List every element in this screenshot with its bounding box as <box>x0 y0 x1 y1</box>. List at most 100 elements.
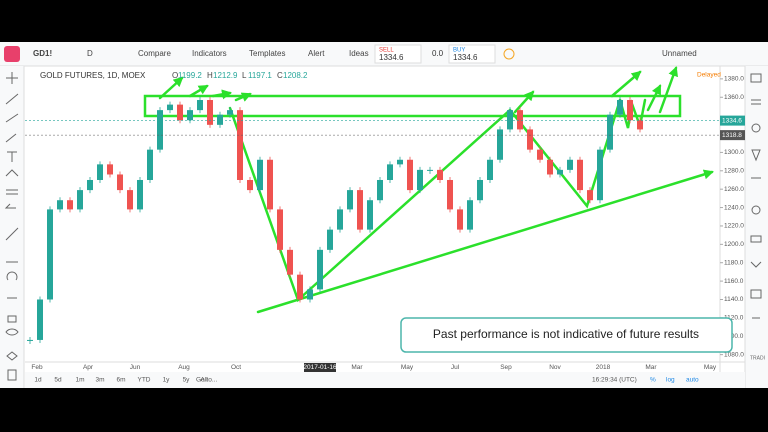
x-tick-label: 2018 <box>596 364 611 371</box>
ohlc-key: O <box>172 71 178 80</box>
scale-option[interactable]: % <box>650 377 656 384</box>
sell-box[interactable] <box>374 44 422 64</box>
candle <box>137 179 143 210</box>
candle <box>487 159 493 180</box>
candle <box>377 179 383 201</box>
notice-text: Past performance is not indicative of fu… <box>433 327 699 341</box>
y-tick-label: 1080.0 <box>724 351 744 358</box>
candle <box>497 129 503 160</box>
range-button[interactable]: 6m <box>116 377 125 384</box>
y-tick-label: 1300.0 <box>724 149 744 156</box>
y-tick-label: 1200.0 <box>724 241 744 248</box>
candle <box>67 200 73 210</box>
candle <box>457 209 463 230</box>
y-tick-label: 1360.0 <box>724 94 744 101</box>
widget-icons[interactable] <box>750 73 762 319</box>
ohlc-key: L <box>242 71 247 80</box>
candle <box>87 179 93 191</box>
ideas-button[interactable]: Ideas <box>349 49 369 58</box>
candle <box>127 190 133 210</box>
x-tick-label: Nov <box>549 364 561 371</box>
notice-box <box>400 317 733 353</box>
delayed-badge: Delayed <box>697 72 721 79</box>
x-tick-label: Jul <box>451 364 460 371</box>
x-tick-label: 2017-01-16 <box>303 364 337 371</box>
candle <box>477 179 483 201</box>
compare-button[interactable]: Compare <box>138 49 171 58</box>
candle <box>567 159 573 170</box>
scale-option[interactable]: log <box>666 377 675 384</box>
sell-price: 1334.6 <box>379 53 404 62</box>
range-button[interactable]: 3m <box>95 377 104 384</box>
indicators-button[interactable]: Indicators <box>192 49 227 58</box>
drawing-tools[interactable] <box>4 72 19 381</box>
ohlc-value: 1197.1 <box>248 71 272 80</box>
candle <box>527 129 533 150</box>
left-toolbar <box>0 66 24 388</box>
range-button[interactable]: 1y <box>163 377 171 384</box>
candle <box>437 169 443 180</box>
alert-button[interactable]: Alert <box>308 49 325 58</box>
candle <box>417 169 423 191</box>
x-tick-label: Mar <box>645 364 657 371</box>
ohlc-value: 1199.2 <box>178 71 202 80</box>
range-button[interactable]: YTD <box>138 377 151 384</box>
interval[interactable]: D <box>87 49 93 58</box>
candle <box>327 229 333 250</box>
y-tick-label: 1260.0 <box>724 186 744 193</box>
candle <box>107 164 113 175</box>
y-tick-label: 1120.0 <box>724 315 744 322</box>
candle <box>47 209 53 300</box>
candle <box>297 274 303 300</box>
range-button[interactable]: 1d <box>34 377 42 384</box>
x-tick-label: Apr <box>83 364 94 371</box>
trading-tab[interactable]: TRADI <box>750 355 765 361</box>
candle <box>507 110 513 130</box>
y-tick-label: 1140.0 <box>724 296 744 303</box>
buy-label: BUY <box>453 48 465 54</box>
scale-option[interactable]: auto <box>686 377 699 384</box>
logo[interactable] <box>4 46 20 62</box>
candle <box>387 164 393 180</box>
candle <box>187 110 193 121</box>
x-tick-label: Feb <box>31 364 43 371</box>
sell-label: SELL <box>379 48 394 54</box>
price-tag <box>720 115 745 126</box>
symbol[interactable]: GD1! <box>33 49 52 58</box>
candle <box>27 339 33 341</box>
range-button[interactable]: All <box>200 377 208 384</box>
y-tick-label: 1280.0 <box>724 168 744 175</box>
candle <box>427 169 433 171</box>
spread: 0.0 <box>432 49 444 58</box>
cursor-date-bg <box>304 363 336 372</box>
goto-button[interactable]: Go to... <box>196 377 218 384</box>
price-tag-label: 1334.6 <box>722 117 742 124</box>
right-toolbar <box>745 66 768 388</box>
buy-box[interactable] <box>448 44 496 64</box>
x-tick-label: Aug <box>178 364 190 371</box>
y-tick-label: 1100.0 <box>724 333 744 340</box>
x-tick-label: Oct <box>231 364 241 371</box>
candle <box>257 159 263 191</box>
candle <box>407 159 413 191</box>
candle <box>197 100 203 111</box>
candle <box>97 164 103 180</box>
chart-title: GOLD FUTURES, 1D, MOEX <box>40 71 146 80</box>
range-button[interactable]: 1m <box>75 377 84 384</box>
info-icon[interactable] <box>503 48 515 60</box>
candle <box>227 110 233 115</box>
range-button[interactable]: 5d <box>54 377 62 384</box>
layout-name[interactable]: Unnamed <box>662 49 697 58</box>
y-tick-label: 1180.0 <box>724 259 744 266</box>
templates-button[interactable]: Templates <box>249 49 285 58</box>
candle <box>347 190 353 210</box>
y-tick-label: 1220.0 <box>724 223 744 230</box>
buy-price: 1334.6 <box>453 53 478 62</box>
candle <box>287 249 293 275</box>
x-tick-label: Jun <box>130 364 141 371</box>
candle <box>117 174 123 191</box>
candle <box>517 110 523 130</box>
range-button[interactable]: 5y <box>183 377 191 384</box>
candle <box>637 120 643 130</box>
